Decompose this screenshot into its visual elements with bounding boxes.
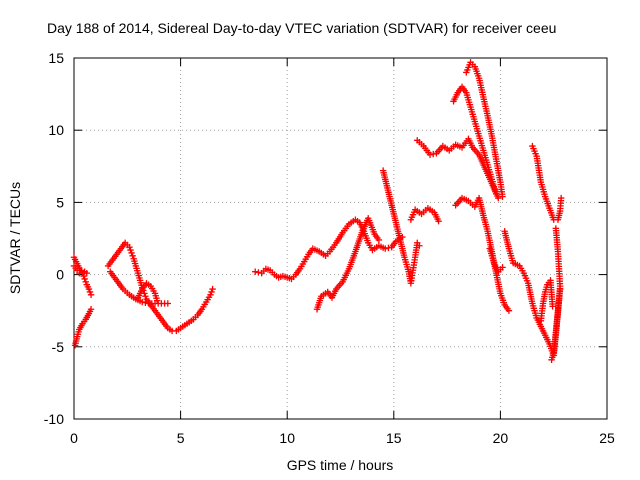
data-point xyxy=(495,194,502,202)
series-arc-6 xyxy=(134,280,161,304)
y-tick-label: 5 xyxy=(56,194,64,210)
data-point xyxy=(426,151,434,158)
data-point xyxy=(416,242,423,249)
data-point xyxy=(209,285,216,293)
data-point xyxy=(505,307,513,314)
chart-title: Day 188 of 2014, Sidereal Day-to-day VTE… xyxy=(47,20,556,36)
grid xyxy=(74,58,607,419)
x-tick-label: 20 xyxy=(493,430,509,446)
y-axis-label: SDTVAR / TECUs xyxy=(7,182,23,294)
x-axis-label: GPS time / hours xyxy=(287,457,394,473)
data-point xyxy=(86,288,94,296)
data-point xyxy=(382,245,389,252)
plot-frame xyxy=(73,57,608,420)
y-tick-label: -5 xyxy=(52,339,65,355)
series-arc-10 xyxy=(407,204,442,225)
series-arc-17 xyxy=(529,142,565,223)
x-tick-label: 10 xyxy=(279,430,295,446)
data-point xyxy=(207,291,214,299)
data-point xyxy=(142,299,149,306)
data-point xyxy=(385,244,392,252)
data-point xyxy=(492,190,500,197)
data-point xyxy=(252,268,259,275)
data-point xyxy=(126,243,133,251)
data-point xyxy=(83,269,90,277)
series-arc-2 xyxy=(71,306,95,349)
data-point xyxy=(435,217,442,225)
data-point xyxy=(142,293,149,300)
data-point xyxy=(255,269,262,276)
series-arc-13 xyxy=(463,59,506,200)
data-point xyxy=(128,249,135,257)
series-arc-18 xyxy=(537,277,556,325)
data-point xyxy=(85,285,93,293)
series-arc-15 xyxy=(486,245,506,275)
data-point xyxy=(81,275,88,283)
series-arc-8 xyxy=(313,215,383,313)
data-point xyxy=(164,300,172,307)
data-point xyxy=(549,303,556,310)
data-point xyxy=(87,306,95,313)
x-tick-label: 25 xyxy=(599,430,615,446)
data-point xyxy=(87,291,95,299)
series-arc-9 xyxy=(379,167,423,287)
data-point xyxy=(557,194,565,202)
series-arc-3 xyxy=(70,262,90,277)
x-tick-label: 5 xyxy=(177,430,185,446)
series-arc-4 xyxy=(104,239,216,335)
y-tick-label: 15 xyxy=(48,50,64,66)
y-tick-label: -10 xyxy=(44,411,64,427)
axis-ticks xyxy=(73,57,608,420)
y-tick-label: 0 xyxy=(56,267,64,283)
series-arc-19 xyxy=(548,225,564,363)
series-arc-5 xyxy=(107,268,172,307)
x-tick-labels: 0 5 10 15 20 25 xyxy=(70,430,615,446)
series-arc-12 xyxy=(450,83,500,197)
data-point xyxy=(375,236,383,244)
data-point xyxy=(139,298,146,306)
data-point xyxy=(82,278,89,286)
y-tick-labels: -10 -5 0 5 10 15 xyxy=(44,50,64,427)
data-point xyxy=(499,193,506,200)
y-tick-label: 10 xyxy=(48,122,64,138)
data-point xyxy=(208,288,215,296)
series-arc-14 xyxy=(452,194,513,314)
data-point xyxy=(499,264,506,271)
data-point xyxy=(78,267,85,274)
series-arc-7 xyxy=(252,216,406,283)
data-point xyxy=(153,297,161,304)
data-point xyxy=(80,272,87,280)
data-point xyxy=(129,252,136,260)
x-tick-label: 0 xyxy=(70,430,78,446)
x-tick-label: 15 xyxy=(386,430,402,446)
data-points xyxy=(70,59,565,363)
data-point xyxy=(127,246,134,254)
data-point xyxy=(430,150,437,158)
data-point xyxy=(548,356,555,363)
